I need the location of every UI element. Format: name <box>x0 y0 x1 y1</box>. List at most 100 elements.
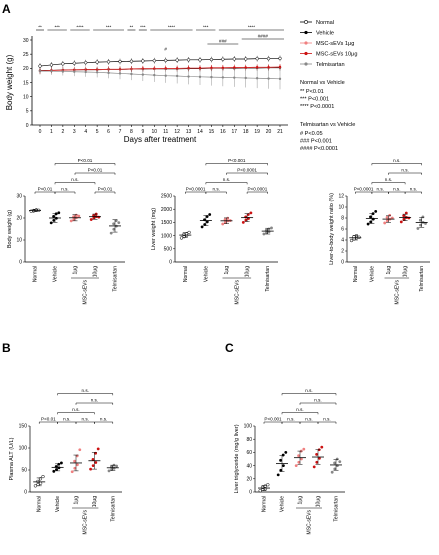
sig-label: n.s. <box>305 388 312 393</box>
y-tick-label: 0 <box>19 260 22 266</box>
data-point <box>241 221 245 224</box>
sig-label: n.s. <box>81 388 88 393</box>
sig-label: P<0.01 <box>78 158 93 163</box>
category-label: Normal <box>262 496 268 512</box>
data-point <box>244 218 248 222</box>
category-label: 1μg <box>73 266 79 275</box>
legend-label: Telmisartan <box>316 62 345 68</box>
sig-label: n.s. <box>63 417 70 422</box>
data-point <box>200 225 204 229</box>
data-point <box>282 464 285 467</box>
data-point <box>107 469 111 473</box>
category-label: Vehicle <box>55 496 61 512</box>
data-point <box>33 484 38 488</box>
sig-bracket <box>371 163 422 166</box>
data-point <box>89 218 93 221</box>
data-point <box>203 223 207 226</box>
y-tick-label: 20 <box>23 66 29 72</box>
data-point <box>152 59 156 63</box>
sig-bracket <box>299 421 319 424</box>
sig-bracket <box>371 191 389 194</box>
data-point <box>49 221 53 225</box>
sig-bracket <box>371 182 406 185</box>
data-point <box>233 76 236 79</box>
data-point <box>61 70 65 73</box>
y-tick-label: 2500 <box>161 194 172 200</box>
data-point <box>52 215 55 218</box>
category-label: Telmisartan <box>265 266 271 292</box>
sig-bracket <box>281 421 301 424</box>
data-point <box>255 66 259 69</box>
group-label: MSC-sEVs <box>234 280 240 305</box>
y-tick-label: 0 <box>341 260 344 266</box>
data-point <box>210 75 213 79</box>
data-point <box>115 464 118 468</box>
category-label: Normal <box>353 266 359 282</box>
y-tick-label: 2000 <box>161 207 172 213</box>
y-tick-label: 25 <box>23 52 29 58</box>
data-point <box>258 489 262 493</box>
y-tick-label: 40 <box>246 463 252 469</box>
x-tick-label: 16 <box>220 129 226 135</box>
data-point <box>72 217 76 221</box>
x-tick-label: 3 <box>73 129 76 135</box>
x-axis-label: Days after treatment <box>124 135 197 144</box>
data-point <box>223 221 227 224</box>
y-tick-label: 6 <box>341 227 344 233</box>
data-point <box>55 468 58 471</box>
data-point <box>284 451 288 454</box>
sig-label: n.s. <box>385 177 392 182</box>
sig-label: P<0.01 <box>41 417 56 422</box>
y-axis-label: Body weight (g) <box>5 54 14 110</box>
data-point <box>416 227 420 230</box>
y-tick-label: 4 <box>341 238 344 244</box>
sig-bracket <box>54 191 76 194</box>
series-line <box>39 66 281 72</box>
data-point <box>385 219 389 223</box>
data-point <box>130 72 133 76</box>
data-point <box>60 461 63 465</box>
x-tick-label: 5 <box>96 129 99 135</box>
data-point <box>175 67 179 70</box>
sig-label: n.s. <box>393 158 400 163</box>
data-point <box>374 210 378 213</box>
y-tick-label: 150 <box>19 424 28 430</box>
group-label: MSC-sEVs <box>83 280 89 305</box>
data-point <box>198 75 202 79</box>
plasma-alt-dotplot: 0 50 100 150 Plasma ALT (U/L) Normal Vehicle 1μ… <box>9 388 122 534</box>
sig-bracket <box>57 412 95 415</box>
data-point <box>198 66 202 70</box>
liver-weight-dotplot: 0 500 1000 1500 2000 2500 Liver weight (mg) Nor… <box>151 158 278 304</box>
data-point <box>333 461 336 465</box>
data-point <box>112 227 116 231</box>
data-point <box>187 230 191 235</box>
data-point <box>424 222 427 225</box>
annotation-title: Telmisartan vs Vehicle <box>300 122 355 128</box>
category-label: 1μg <box>74 496 80 505</box>
sig-bracket <box>74 172 116 175</box>
data-point <box>198 58 202 62</box>
data-point <box>70 470 74 474</box>
annotation-line: ### P<0.001 <box>300 139 332 145</box>
sig-bracket <box>38 421 58 424</box>
data-point <box>164 67 167 70</box>
x-tick-label: 2 <box>61 129 64 135</box>
data-point <box>418 218 422 222</box>
group-label: MSC-sEVs <box>307 510 313 535</box>
y-axis-label: Liver weight (mg) <box>151 208 157 250</box>
sig-label: n.s. <box>314 398 321 403</box>
data-point <box>187 66 190 70</box>
significance-annotations: Normal vs Vehicle ** P<0.01 *** P<0.001***… <box>300 80 355 152</box>
data-point <box>186 58 191 62</box>
data-point <box>141 73 145 76</box>
sig-bracket <box>355 191 373 194</box>
data-point <box>221 57 225 61</box>
data-point <box>315 460 319 464</box>
y-tick-label: 50 <box>21 468 27 474</box>
y-tick-label: 10 <box>23 94 29 100</box>
x-tick-label: 8 <box>130 129 133 135</box>
y-tick-label: 10 <box>16 238 22 244</box>
category-label: 10μg <box>403 266 409 277</box>
data-point <box>77 214 81 218</box>
